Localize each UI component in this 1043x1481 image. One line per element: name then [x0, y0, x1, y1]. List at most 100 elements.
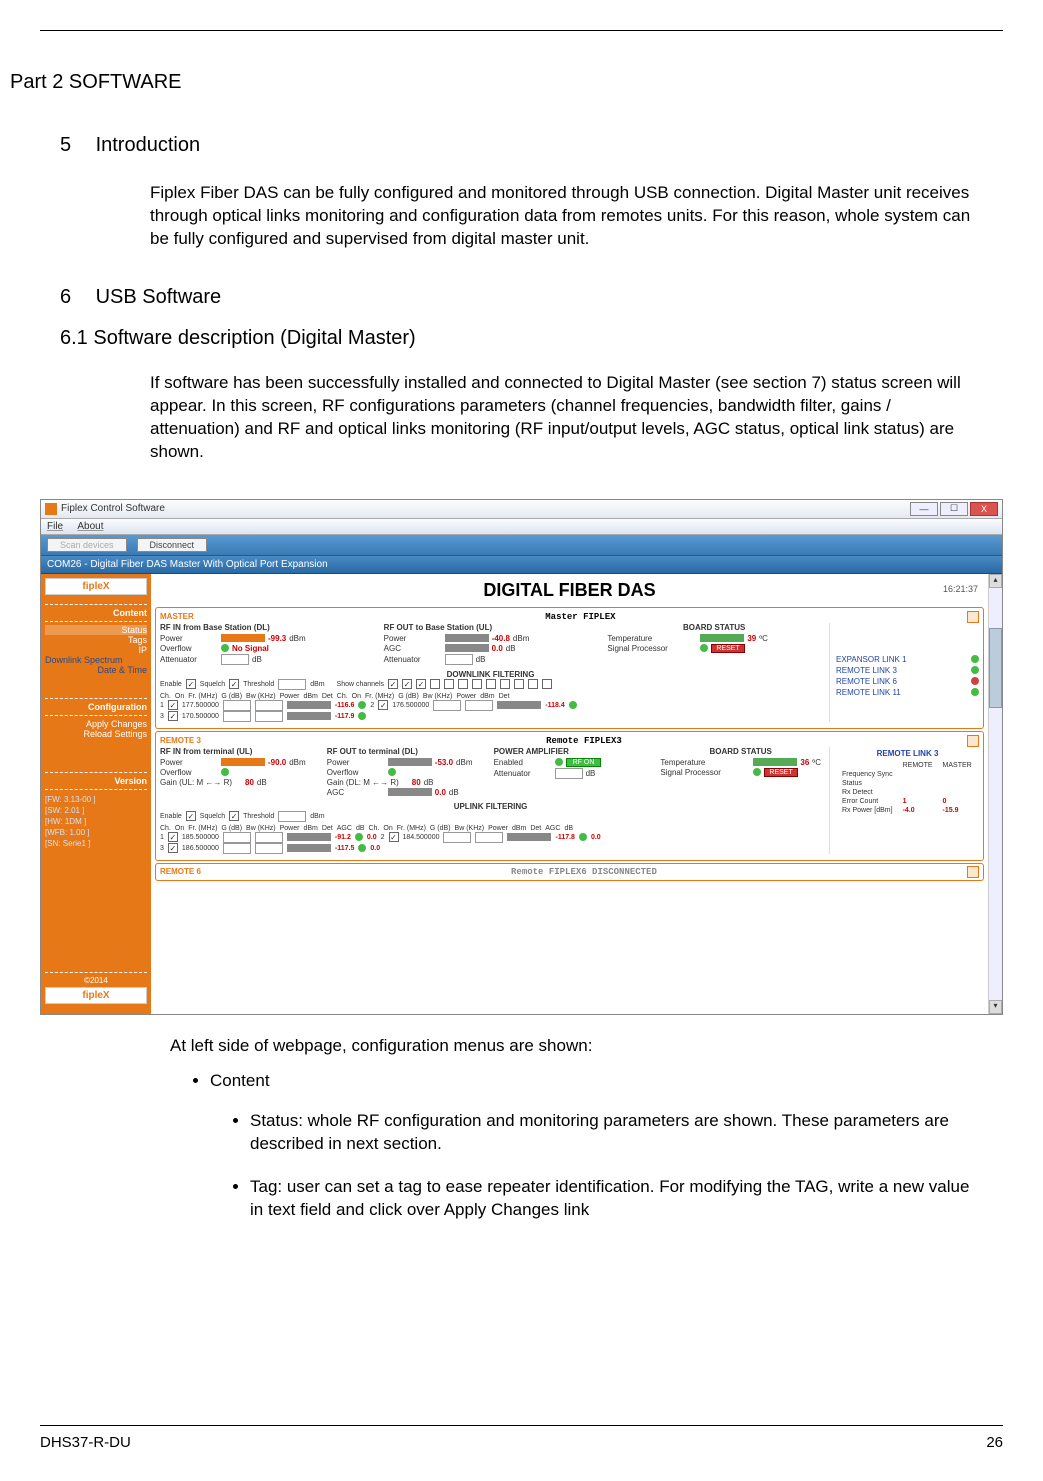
maximize-button[interactable]: ☐ — [940, 502, 968, 516]
chbox[interactable] — [430, 679, 440, 689]
menu-about[interactable]: About — [77, 521, 103, 532]
unit-db: dB — [252, 655, 262, 664]
close-button[interactable]: X — [970, 502, 998, 516]
g-input[interactable] — [223, 711, 251, 722]
reset-button[interactable]: RESET — [711, 644, 744, 653]
thresh-input[interactable] — [278, 811, 306, 822]
u: dB — [424, 778, 434, 787]
check[interactable]: ✓ — [186, 811, 196, 821]
check[interactable]: ✓ — [229, 811, 239, 821]
inp[interactable] — [223, 843, 251, 854]
app-window: Fiplex Control Software — ☐ X File About… — [40, 499, 1003, 1015]
panel-collapse-icon[interactable] — [967, 611, 979, 623]
row-check[interactable]: ✓ — [378, 700, 388, 710]
check[interactable]: ✓ — [168, 832, 178, 842]
sidebar-tags[interactable]: Tags — [45, 635, 147, 645]
lbl: Rx Power [dBm] — [838, 807, 897, 814]
panel-collapse-icon[interactable] — [967, 735, 979, 747]
panel-expand-icon[interactable] — [967, 866, 979, 878]
inp[interactable] — [255, 832, 283, 843]
chbox[interactable]: ✓ — [388, 679, 398, 689]
g-input[interactable] — [433, 700, 461, 711]
val: -90.0 — [268, 758, 286, 767]
inp[interactable] — [255, 843, 283, 854]
link-rl6[interactable]: REMOTE LINK 6 — [836, 677, 897, 686]
chbox[interactable]: ✓ — [402, 679, 412, 689]
bw-input[interactable] — [255, 700, 283, 711]
chbox[interactable] — [542, 679, 552, 689]
th: Det — [322, 825, 333, 832]
row-check[interactable]: ✓ — [168, 711, 178, 721]
lbl-thresh: Threshold — [243, 681, 274, 688]
cell: -117.9 — [335, 713, 354, 720]
inp[interactable] — [223, 832, 251, 843]
menu-file[interactable]: File — [47, 521, 63, 532]
g-input[interactable] — [223, 700, 251, 711]
scroll-down-icon[interactable]: ▾ — [989, 1000, 1002, 1014]
reset-button[interactable]: RESET — [764, 768, 797, 777]
check[interactable]: ✓ — [168, 843, 178, 853]
ver-hw: [HW: 1DM ] — [45, 817, 147, 826]
val-pin: -99.3 — [268, 634, 286, 643]
cell: 176.500000 — [392, 702, 429, 709]
att-input[interactable] — [555, 768, 583, 779]
ver-wfb: [WFB: 1.00 ] — [45, 828, 147, 837]
chbox[interactable] — [458, 679, 468, 689]
scroll-up-icon[interactable]: ▴ — [989, 574, 1002, 588]
inp[interactable] — [475, 832, 503, 843]
th: Fr. (MHz) — [188, 825, 217, 832]
val: 80 — [412, 778, 421, 787]
disconnect-button[interactable]: Disconnect — [137, 538, 208, 552]
chbox[interactable] — [528, 679, 538, 689]
link-rl3[interactable]: REMOTE LINK 3 — [836, 666, 897, 675]
check[interactable]: ✓ — [389, 832, 399, 842]
squelch-check[interactable]: ✓ — [229, 679, 239, 689]
chbox[interactable]: ✓ — [416, 679, 426, 689]
chbox[interactable] — [444, 679, 454, 689]
lbl-power: Power — [160, 634, 218, 643]
u: dB — [449, 788, 459, 797]
bw-input[interactable] — [465, 700, 493, 711]
rfon-button[interactable]: RF ON — [566, 758, 602, 767]
chbox[interactable] — [514, 679, 524, 689]
scrollbar[interactable]: ▴ ▾ — [988, 574, 1002, 1014]
thresh-input[interactable] — [278, 679, 306, 690]
sidebar-datetime[interactable]: Date & Time — [45, 665, 147, 675]
r3-pa: POWER AMPLIFIER — [494, 747, 651, 756]
inp[interactable] — [443, 832, 471, 843]
cell: 0.0 — [367, 834, 377, 841]
sidebar-ip[interactable]: IP — [45, 645, 147, 655]
th: On — [175, 825, 184, 832]
att-input[interactable] — [221, 654, 249, 665]
scan-devices-button[interactable]: Scan devices — [47, 538, 127, 552]
part-title: Part 2 SOFTWARE — [10, 71, 1003, 94]
lbl: Power — [160, 758, 218, 767]
lbl-atten2: Attenuator — [384, 655, 442, 664]
sidebar-status[interactable]: Status — [45, 625, 147, 635]
th: dB — [564, 825, 573, 832]
heading-6: 6 USB Software — [60, 286, 1003, 309]
sidebar-apply[interactable]: Apply Changes — [45, 719, 147, 729]
scroll-thumb[interactable] — [989, 628, 1002, 708]
u: dBm — [456, 758, 472, 767]
u: ºC — [812, 758, 821, 767]
lbl: AGC — [327, 788, 385, 797]
sidebar-reload[interactable]: Reload Settings — [45, 729, 147, 739]
bw-input[interactable] — [255, 711, 283, 722]
lbl-power2: Power — [384, 634, 442, 643]
r3-linkhead: REMOTE LINK 3 — [877, 749, 939, 758]
minimize-button[interactable]: — — [910, 502, 938, 516]
link-rl11[interactable]: REMOTE LINK 11 — [836, 688, 901, 697]
att-input2[interactable] — [445, 654, 473, 665]
th: Det — [530, 825, 541, 832]
u: dB — [257, 778, 267, 787]
chbox[interactable] — [486, 679, 496, 689]
th: Fr. (MHz) — [397, 825, 426, 832]
clock: 16:21:37 — [943, 584, 978, 594]
enable-check[interactable]: ✓ — [186, 679, 196, 689]
chbox[interactable] — [500, 679, 510, 689]
chbox[interactable] — [472, 679, 482, 689]
row-check[interactable]: ✓ — [168, 700, 178, 710]
bullet-content: Content — [210, 1070, 973, 1093]
sidebar-dlspectrum[interactable]: Downlink Spectrum — [45, 655, 147, 665]
